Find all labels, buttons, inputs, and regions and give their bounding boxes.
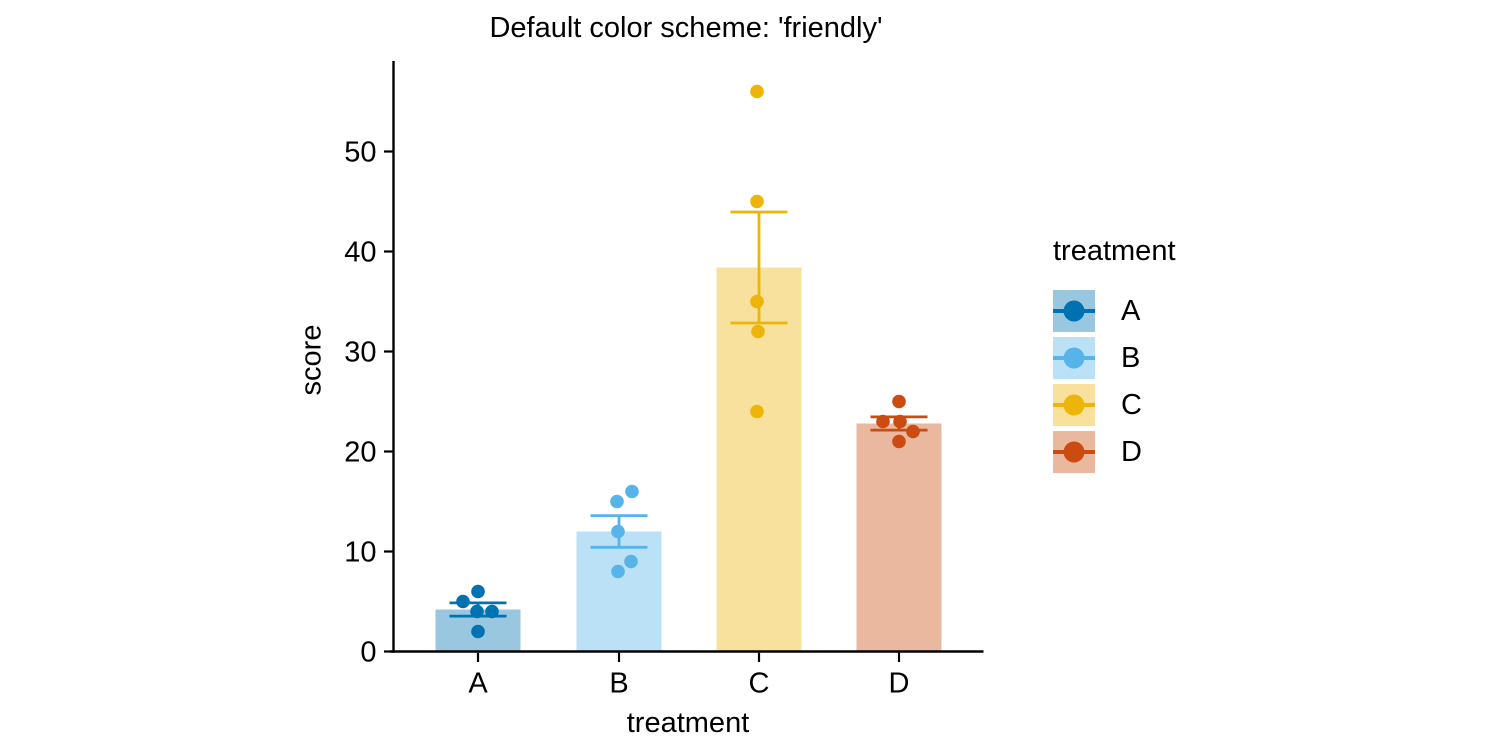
- data-point-c-1: [750, 84, 764, 99]
- data-point-c-4: [751, 324, 765, 339]
- chart-title: Default color scheme: 'friendly': [489, 12, 883, 44]
- data-point-a-3: [470, 604, 484, 619]
- y-tick-label-10: 10: [344, 537, 376, 569]
- legend-swatch-b: [1053, 337, 1095, 379]
- legend-item-d: D: [1053, 431, 1273, 473]
- legend-item-label: B: [1121, 341, 1141, 374]
- y-tick-label-50: 50: [344, 137, 376, 169]
- legend-item-label: A: [1121, 294, 1141, 327]
- legend-item-a: A: [1053, 290, 1273, 332]
- legend-swatch-c: [1053, 384, 1095, 426]
- data-point-b-5: [611, 564, 625, 579]
- legend-swatch-a: [1053, 290, 1095, 332]
- bar-b: [576, 531, 662, 652]
- data-point-d-4: [906, 424, 920, 439]
- legend-swatch-dot: [1063, 441, 1085, 463]
- data-point-a-2: [456, 594, 470, 609]
- x-tick-label-c: C: [749, 668, 770, 700]
- legend-item-b: B: [1053, 337, 1273, 379]
- y-tick-label-20: 20: [344, 437, 376, 469]
- data-point-a-1: [471, 584, 485, 599]
- data-point-c-5: [750, 404, 764, 419]
- legend-swatch-dot: [1063, 394, 1085, 416]
- data-point-a-4: [485, 604, 499, 619]
- data-point-c-2: [750, 194, 764, 209]
- data-point-b-4: [624, 554, 638, 569]
- legend-item-label: D: [1121, 435, 1142, 468]
- data-point-c-3: [750, 294, 764, 309]
- legend-item-c: C: [1053, 384, 1273, 426]
- x-tick-label-b: B: [609, 668, 628, 700]
- x-axis-label: treatment: [626, 707, 750, 739]
- legend-swatch-d: [1053, 431, 1095, 473]
- data-point-b-3: [611, 524, 625, 539]
- legend-title: treatment: [1053, 235, 1176, 267]
- data-point-a-5: [471, 624, 485, 639]
- y-tick-label-0: 0: [360, 637, 376, 669]
- legend-swatch-dot: [1063, 300, 1085, 322]
- bar-d: [856, 423, 942, 652]
- data-point-d-1: [892, 394, 906, 409]
- x-tick-label-d: D: [889, 668, 910, 700]
- x-tick-label-a: A: [468, 668, 488, 700]
- y-tick-label-40: 40: [344, 237, 376, 269]
- legend-item-label: C: [1121, 388, 1142, 421]
- data-point-d-5: [892, 434, 906, 449]
- data-point-d-3: [893, 414, 907, 429]
- y-tick-label-30: 30: [344, 337, 376, 369]
- legend-swatch-dot: [1063, 347, 1085, 369]
- data-point-b-1: [625, 484, 639, 499]
- data-point-b-2: [610, 494, 624, 509]
- data-point-d-2: [876, 414, 890, 429]
